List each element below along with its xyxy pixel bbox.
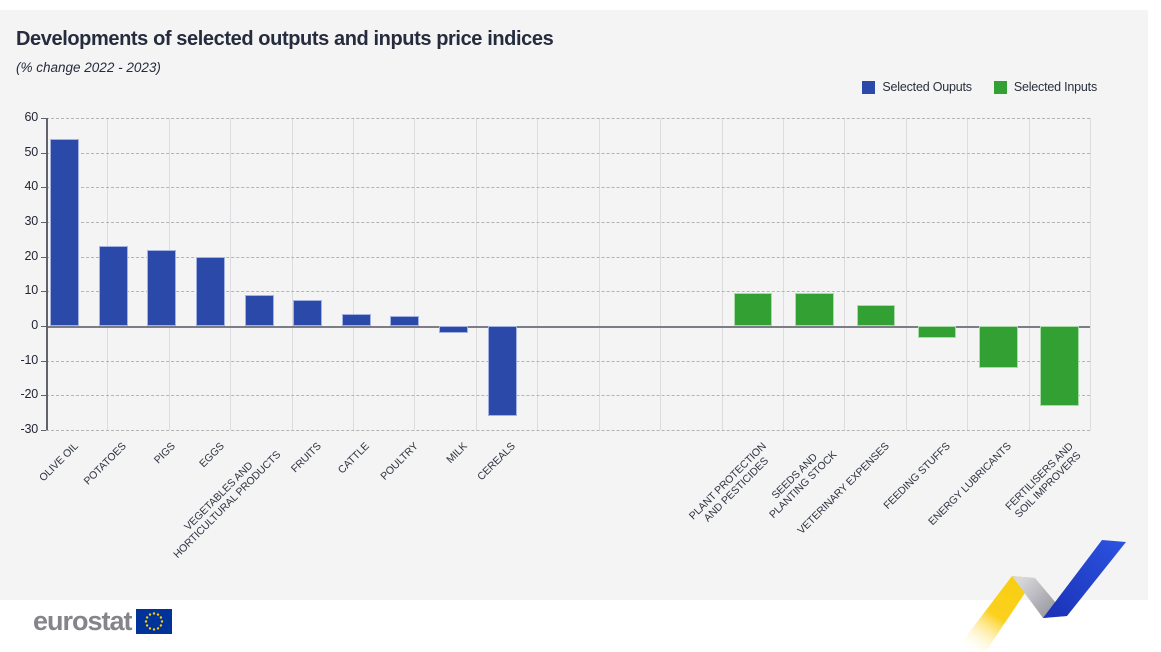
vertical-gridline (291, 118, 293, 430)
horizontal-gridline (46, 221, 1090, 223)
y-tick-label: -10 (20, 352, 39, 367)
vertical-gridline (1028, 118, 1030, 430)
bar-potatoes (98, 246, 128, 326)
horizontal-gridline (46, 118, 1090, 119)
horizontal-gridline (46, 360, 1090, 362)
y-axis-tick (41, 152, 46, 154)
horizontal-gridline (46, 430, 1090, 431)
y-tick-label: 50 (24, 144, 38, 159)
y-axis-tick (41, 221, 46, 223)
bar-energy-lubricants (979, 326, 1018, 368)
bar-fruits (293, 299, 323, 326)
y-axis-tick (41, 326, 46, 327)
vertical-gridline (598, 118, 600, 430)
bar-feeding-stuffs (917, 326, 957, 339)
bar-eggs (196, 256, 225, 326)
ribbon-decoration-icon (955, 540, 1126, 651)
y-tick-label: 60 (24, 109, 38, 124)
legend-item-outputs: Selected Ouputs (862, 80, 972, 94)
bar-cattle (341, 313, 371, 326)
legend-item-inputs: Selected Inputs (993, 80, 1097, 94)
y-tick-label: -30 (20, 422, 39, 436)
outputs-swatch-icon (862, 80, 876, 94)
vertical-gridline (721, 118, 723, 430)
eurostat-logo: eurostat (33, 608, 172, 635)
y-tick-label: 0 (31, 318, 38, 332)
y-axis-tick (41, 187, 46, 189)
y-axis-tick (41, 360, 46, 362)
y-axis-tick (41, 256, 46, 258)
vertical-gridline (967, 118, 969, 430)
horizontal-gridline (46, 395, 1090, 397)
y-tick-label: -20 (20, 387, 39, 402)
y-axis-tick (41, 291, 46, 293)
bar-fertilisers-and-soil-improvers (1040, 326, 1079, 406)
horizontal-gridline (46, 187, 1090, 189)
chart-panel-background (0, 10, 1148, 600)
y-axis-line (46, 118, 48, 430)
vertical-gridline (353, 118, 355, 430)
legend-label-inputs: Selected Inputs (1013, 80, 1097, 94)
horizontal-gridline (46, 152, 1090, 154)
inputs-swatch-icon (993, 80, 1007, 94)
bar-vegetables-and-horticultural-products (244, 294, 274, 326)
vertical-gridline (1090, 118, 1091, 430)
y-tick-label: 10 (24, 283, 38, 298)
y-axis-tick (41, 395, 46, 397)
eu-flag-icon (135, 609, 172, 634)
y-tick-label: 20 (24, 248, 38, 263)
vertical-gridline (230, 118, 232, 430)
y-axis-tick (41, 430, 46, 431)
bar-milk (439, 326, 468, 333)
bar-veterinary-expenses (856, 305, 896, 326)
bar-poultry (390, 315, 420, 326)
bar-olive-oil (50, 138, 80, 326)
vertical-gridline (905, 118, 907, 430)
eu-flag-stars (144, 612, 163, 631)
legend: Selected Ouputs Selected Inputs (862, 80, 1097, 94)
bar-plant-protection-and-pesticides (733, 293, 773, 326)
y-axis-tick (41, 117, 46, 119)
vertical-gridline (414, 118, 416, 430)
horizontal-gridline (46, 256, 1090, 258)
page-title: Developments of selected outputs and inp… (16, 28, 554, 50)
bar-cereals (487, 326, 517, 417)
vertical-gridline (844, 118, 846, 430)
chart-subtitle: (% change 2022 - 2023) (16, 60, 161, 75)
legend-label-outputs: Selected Ouputs (882, 80, 972, 94)
vertical-gridline (475, 118, 477, 430)
horizontal-gridline (46, 291, 1090, 293)
eurostat-logo-text: eurostat (33, 606, 133, 636)
vertical-gridline (537, 118, 539, 430)
vertical-gridline (782, 118, 784, 430)
plot-area (46, 118, 1091, 431)
vertical-gridline (660, 118, 662, 430)
y-tick-label: 30 (24, 213, 38, 228)
zero-axis-line (46, 326, 1090, 328)
y-tick-label: 40 (24, 179, 38, 194)
bar-pigs (147, 249, 177, 326)
bar-seeds-and-planting-stock (795, 293, 834, 326)
